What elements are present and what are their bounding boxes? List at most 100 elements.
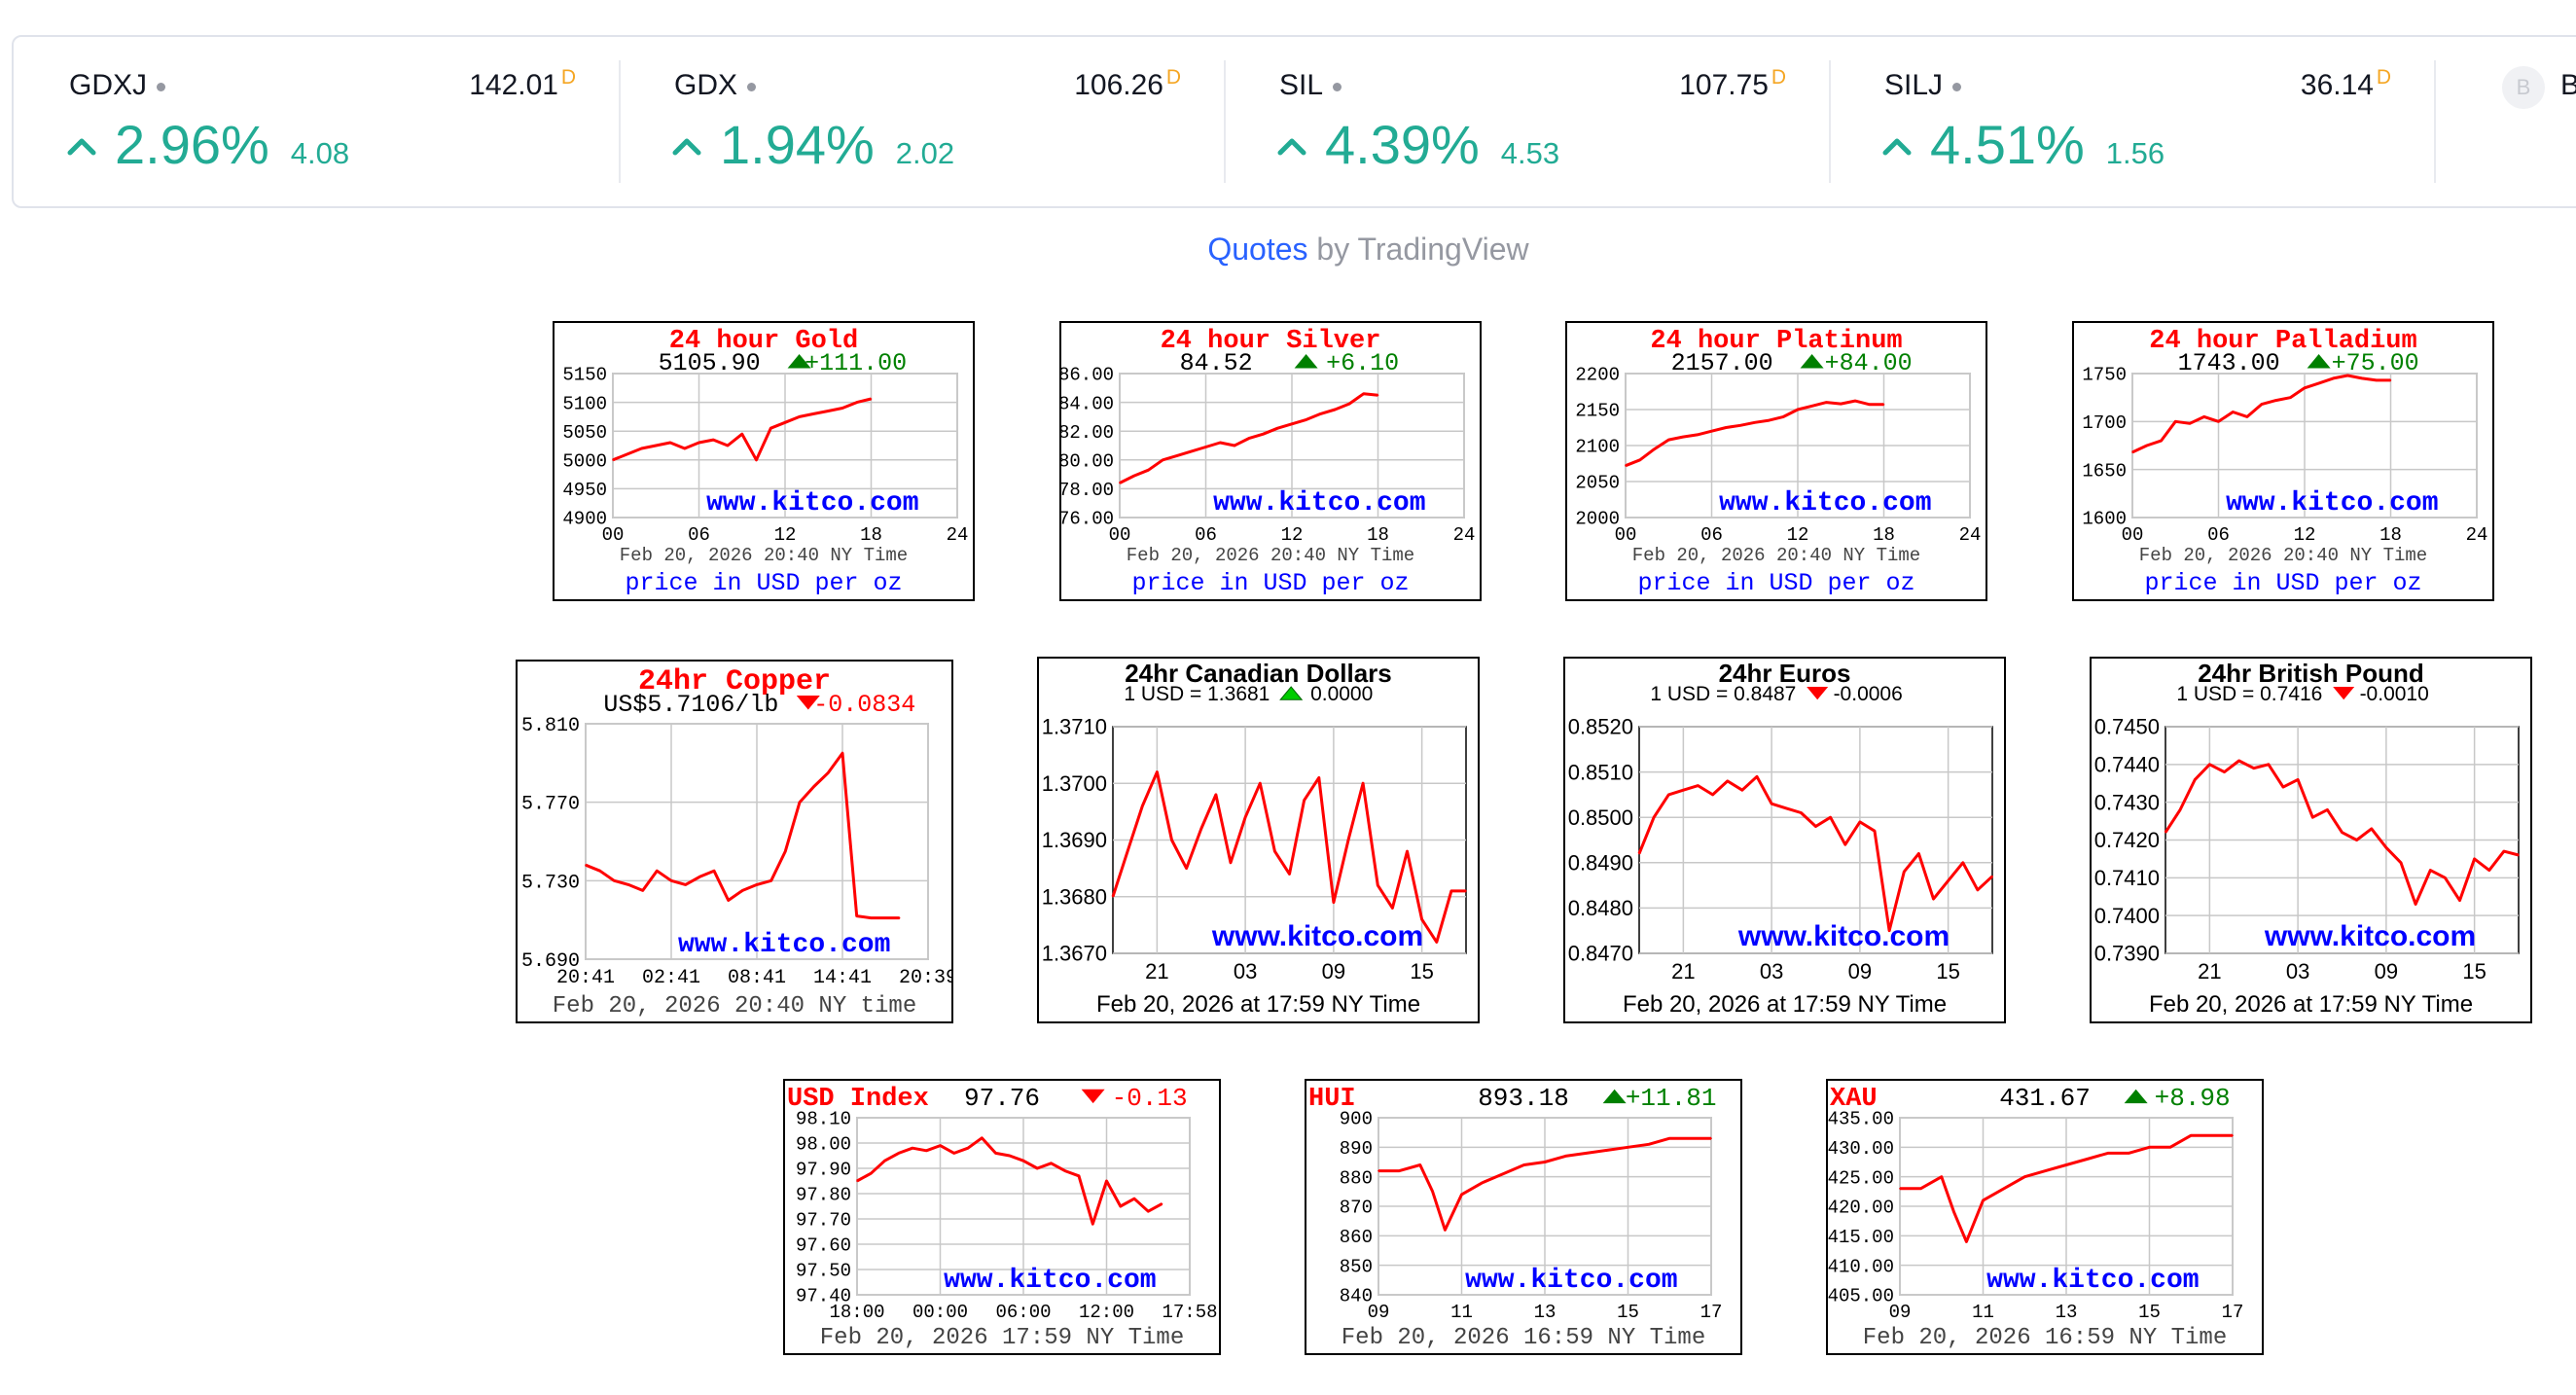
data-point (1230, 862, 1232, 864)
chart-title: USD Index (787, 1085, 929, 1114)
data-point (912, 1147, 913, 1149)
y-tick-label: 1750 (2082, 365, 2127, 386)
data-point (799, 801, 801, 804)
data-point (627, 883, 629, 886)
data-point (884, 916, 886, 919)
data-point (1689, 1137, 1692, 1140)
data-point (2444, 876, 2447, 879)
x-tick-label: 18 (860, 524, 882, 546)
data-point (1303, 799, 1306, 802)
data-point (2341, 831, 2343, 834)
data-point (2370, 828, 2373, 830)
data-point (827, 771, 830, 774)
chart-gbp[interactable]: 0.7450 0.7440 0.7430 0.7420 0.7410 0.7400 0.73… (2090, 657, 2532, 1023)
quotes-link[interactable]: Quotes (1207, 232, 1308, 267)
data-point (994, 1152, 997, 1155)
data-point (939, 1144, 942, 1147)
y-tick-label: 890 (1340, 1138, 1373, 1160)
y-tick-label: 435.00 (1828, 1109, 1894, 1130)
data-point (2304, 387, 2306, 389)
y-tick-label: 415.00 (1828, 1227, 1894, 1248)
chart-change: +11.81 (1626, 1084, 1717, 1113)
data-point (2346, 375, 2349, 376)
chart-usd_index[interactable]: 98.10 98.00 97.90 97.80 97.70 97.60 97.50 97.40… (783, 1079, 1221, 1355)
chart-xau[interactable]: 435.00 430.00 425.00 420.00 415.00 410.00 405.… (1826, 1079, 2264, 1355)
data-point (1036, 1167, 1039, 1169)
data-point (2385, 846, 2387, 849)
data-point (2473, 858, 2476, 860)
triangle-up-icon (1294, 354, 1318, 369)
x-tick-label: 20:41 (556, 967, 615, 989)
data-point (1391, 907, 1394, 910)
ticker-symbol: SIL (1279, 69, 1342, 102)
data-point (1244, 816, 1246, 818)
data-point (1305, 418, 1307, 421)
data-point (1259, 782, 1262, 785)
x-tick-label: 18 (2379, 524, 2402, 546)
market-status-dot (157, 82, 166, 91)
data-point (1899, 1188, 1901, 1190)
data-point (1771, 803, 1772, 805)
data-point (2326, 808, 2329, 811)
chart-palladium[interactable]: 1750 1700 1650 1600 00 06 12 18 24 www.kitco.com 2… (2072, 321, 2494, 601)
chart-value: US$5.7106/lb (603, 691, 778, 719)
chart-eur[interactable]: 0.8520 0.8510 0.8500 0.8490 0.8480 0.8470 21 03… (1563, 657, 2006, 1023)
data-point (897, 1152, 900, 1155)
data-point (1854, 400, 1856, 402)
chart-hui[interactable]: 900 890 880 870 860 850 840 09 11 13 15 17 www.kitco… (1305, 1079, 1742, 1355)
x-tick-label: 03 (1234, 959, 1257, 984)
data-point (2282, 786, 2284, 788)
data-point (2289, 396, 2292, 399)
data-point (2023, 1175, 2026, 1178)
ticker-item-silj[interactable]: SILJ 36.14 D 4.51% 1.56 (1829, 37, 2434, 206)
chart-gold[interactable]: 5150 5100 5050 5000 4950 4900 00 06 12 18 24 www.ki… (553, 321, 975, 601)
chart-copper[interactable]: 5.810 5.770 5.730 5.690 20:41 02:41 08:41 14:41… (516, 660, 953, 1023)
ticker-item-gdxj[interactable]: GDXJ 142.01 D 2.96% 4.08 (14, 37, 619, 206)
data-point (2003, 1188, 2005, 1190)
x-tick-label: 12 (1787, 524, 1809, 546)
y-tick-label: 5.810 (521, 715, 580, 737)
data-point (2217, 420, 2220, 423)
data-point (613, 879, 616, 882)
ticker-symbol: GDXJ (69, 69, 166, 102)
data-point (655, 445, 658, 447)
ticker-symbol: SILJ (1884, 69, 1962, 102)
chart-cad[interactable]: 1.3710 1.3700 1.3690 1.3680 1.3670 21 03 09 15 ww… (1037, 657, 1480, 1023)
triangle-up-icon (1800, 354, 1824, 369)
data-point (1347, 839, 1349, 841)
ticker-item-sil[interactable]: SIL 107.75 D 4.39% 4.53 (1224, 37, 1829, 206)
ticker-price: 106.26 (1074, 69, 1163, 101)
x-tick-label: 11 (1972, 1302, 1994, 1323)
ticker-symbol-partial[interactable]: BT (2560, 69, 2576, 102)
data-point (1725, 426, 1728, 429)
y-tick-label: 97.80 (796, 1185, 851, 1206)
y-tick-label: 0.7390 (2094, 942, 2160, 966)
data-point (1170, 839, 1173, 841)
y-tick-label: 2200 (1575, 365, 1620, 386)
data-point (1952, 1211, 1955, 1213)
chart-platinum[interactable]: 2200 2150 2100 2050 2000 00 06 12 18 24 www.kitco.… (1565, 321, 1987, 601)
chart-silver[interactable]: 86.00 84.00 82.00 80.00 78.00 76.00 00 06 12 18 24… (1059, 321, 1482, 601)
y-tick-label: 5050 (562, 422, 607, 444)
delayed-flag: D (560, 66, 576, 89)
x-tick-label: 13 (1534, 1302, 1556, 1323)
x-tick-label: 12 (2294, 524, 2316, 546)
data-point (2260, 403, 2263, 406)
data-point (669, 442, 671, 444)
y-tick-label: 1700 (2082, 412, 2127, 434)
data-point (1940, 1175, 1943, 1178)
x-tick-label: 12 (774, 524, 797, 546)
kitco-watermark: www.kitco.com (1737, 920, 1950, 952)
ticker-symbol: GDX (674, 69, 757, 102)
data-point (2189, 422, 2191, 425)
y-tick-label: 0.8520 (1568, 715, 1633, 739)
chart-timestamp: Feb 20, 2026 20:40 NY Time (1632, 545, 1920, 566)
x-tick-label: 06 (688, 524, 710, 546)
data-point (2355, 839, 2358, 841)
data-point (1482, 1181, 1484, 1184)
chart-svg-eur: 0.8520 0.8510 0.8500 0.8490 0.8480 0.8470 21 03… (1568, 659, 1994, 1018)
ticker-item-gdx[interactable]: GDX 106.26 D 1.94% 2.02 (619, 37, 1224, 206)
data-point (1119, 1205, 1122, 1207)
kitco-watermark: www.kitco.com (2226, 488, 2438, 519)
